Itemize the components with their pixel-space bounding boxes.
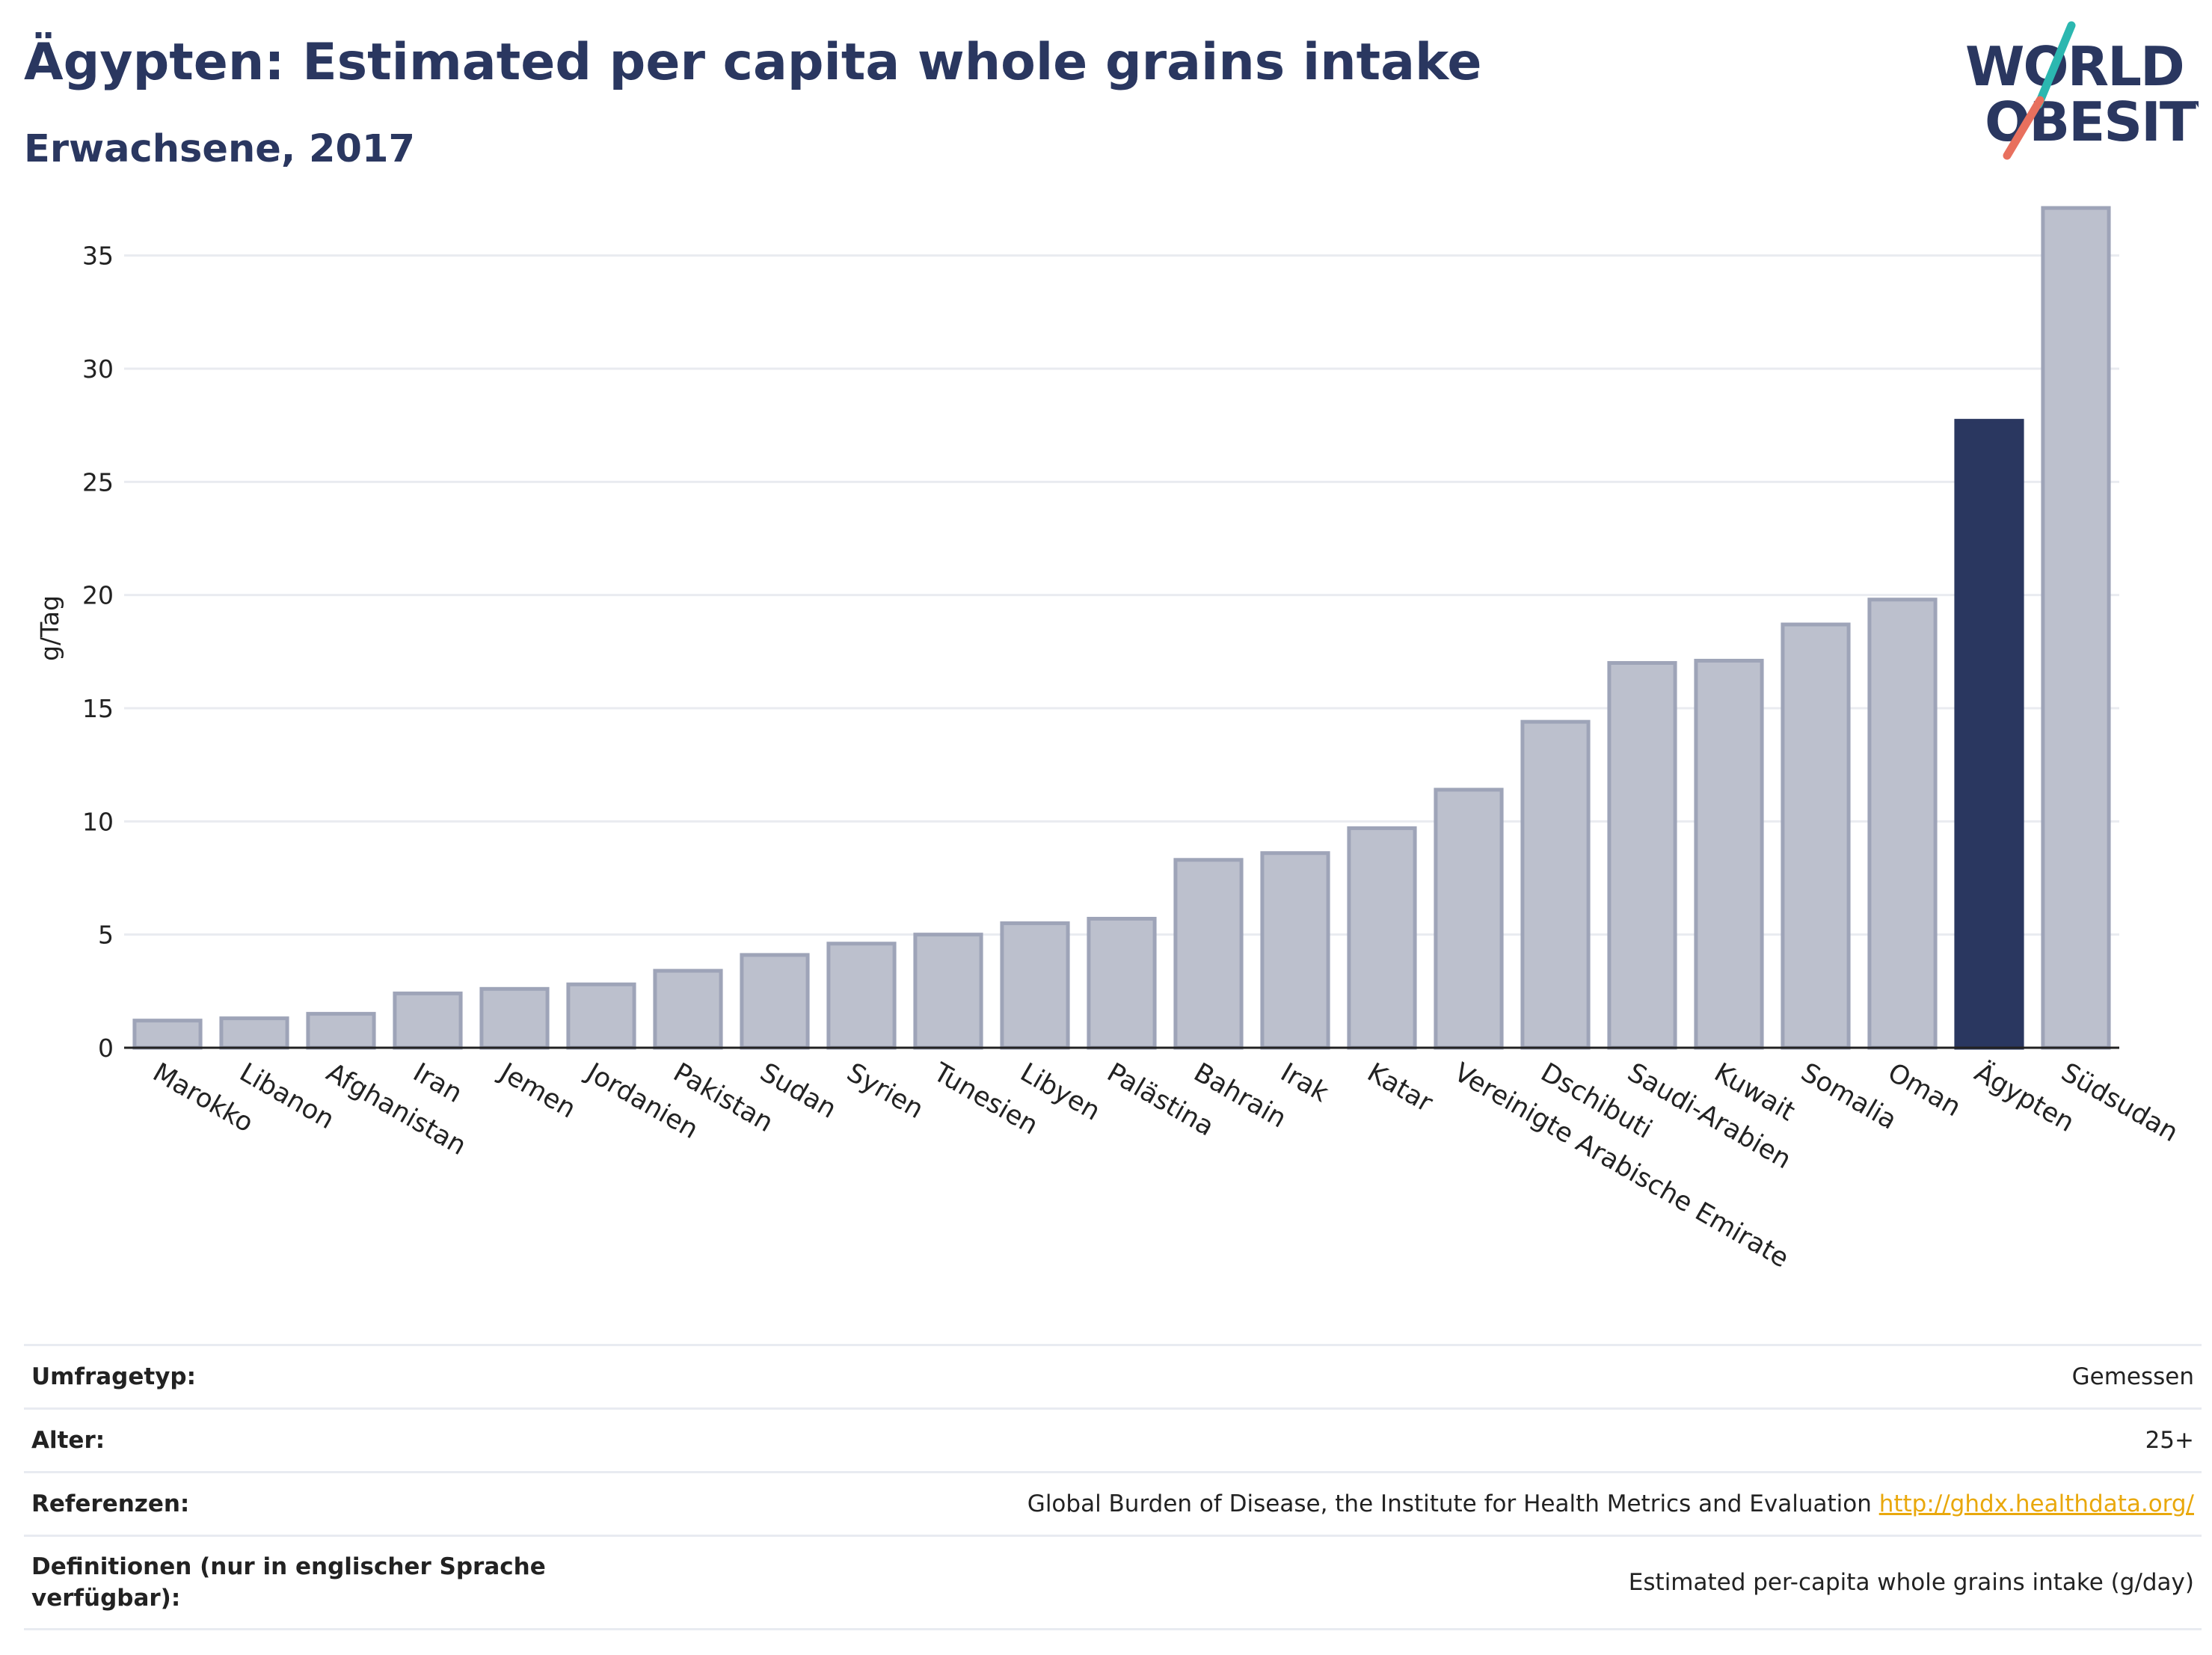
meta-value: Global Burden of Disease, the Institute … [562,1471,2202,1536]
x-tick-label: Somalia [1796,1057,1902,1136]
bar[interactable] [740,953,810,1050]
bar[interactable] [566,982,636,1050]
bar[interactable] [1694,658,1764,1050]
bar[interactable] [479,986,550,1050]
y-tick-label: 20 [82,581,114,610]
y-tick-labels: 0 5 10 15 20 25 30 35 [82,242,114,1063]
meta-label: Alter: [24,1407,562,1473]
bar[interactable] [1867,598,1938,1050]
meta-value: 25+ [562,1407,2202,1473]
reference-link[interactable]: http://ghdx.healthdata.org/ [1878,1490,2194,1517]
y-tick-label: 15 [82,694,114,723]
meta-label: Umfragetyp: [24,1344,562,1409]
bar[interactable] [2041,206,2111,1050]
bars [132,206,2111,1050]
bar[interactable] [219,1016,289,1050]
bar[interactable] [1607,660,1677,1050]
metadata-table: Umfragetyp: Gemessen Alter: 25+ Referenz… [24,1344,2202,1630]
meta-row-references: Referenzen: Global Burden of Disease, th… [24,1471,2202,1536]
bar[interactable] [913,933,983,1050]
x-tick-label: Irak [1276,1057,1334,1108]
meta-row-survey-type: Umfragetyp: Gemessen [24,1344,2202,1409]
x-tick-label: Syrien [842,1057,929,1125]
bar[interactable] [1260,851,1330,1050]
world-obesity-logo[interactable]: WORLD OBESITY [1959,16,2199,166]
y-tick-label: 0 [98,1034,114,1063]
x-tick-label: Katar [1362,1057,1438,1119]
bar[interactable] [1434,787,1504,1050]
bar[interactable] [1000,921,1070,1050]
x-tick-label: Ägypten [1970,1056,2080,1138]
bar[interactable] [132,1019,203,1050]
meta-row-age: Alter: 25+ [24,1407,2202,1473]
meta-row-definitions: Definitionen (nur in englischer Sprache … [24,1535,2202,1630]
bar[interactable] [1173,858,1244,1050]
bar[interactable] [306,1012,376,1050]
x-tick-label: Jemen [494,1057,581,1124]
page-title: Ägypten: Estimated per capita whole grai… [24,33,1482,92]
bar[interactable] [1087,916,1157,1050]
y-tick-label: 10 [82,807,114,836]
x-tick-label: Südsudan [2056,1057,2184,1148]
bar[interactable] [653,968,723,1050]
y-tick-label: 30 [82,354,114,384]
x-tick-label: Iran [408,1057,467,1109]
logo-text-world: WORLD [1965,35,2184,98]
logo-slash-teal [2034,21,2076,109]
reference-text: Global Burden of Disease, the Institute … [1027,1490,1872,1517]
bar[interactable] [1347,826,1417,1050]
meta-label: Definitionen (nur in englischer Sprache … [24,1535,562,1630]
y-tick-label: 35 [82,242,114,271]
meta-label: Referenzen: [24,1471,562,1536]
bar[interactable] [1781,622,1851,1050]
logo-text-obesity: OBESITY [1985,90,2199,153]
page-subtitle: Erwachsene, 2017 [24,127,415,171]
meta-value: Estimated per-capita whole grains intake… [562,1535,2202,1630]
bar[interactable] [393,991,463,1050]
y-tick-label: 5 [98,921,114,950]
y-tick-label: 25 [82,467,114,497]
logo-slash-coral [2003,96,2044,160]
bar[interactable] [1954,419,2024,1050]
y-axis-label: g/Tag [35,595,64,661]
meta-value: Gemessen [562,1344,2202,1409]
bar[interactable] [1520,719,1591,1050]
bar[interactable] [826,942,897,1050]
